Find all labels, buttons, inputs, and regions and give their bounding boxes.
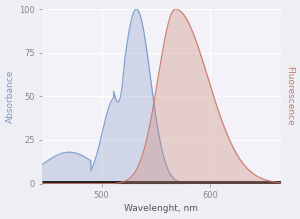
Y-axis label: Fluorescence: Fluorescence [285,67,294,126]
Y-axis label: Absorbance: Absorbance [6,70,15,123]
X-axis label: Wavelenght, nm: Wavelenght, nm [124,205,198,214]
